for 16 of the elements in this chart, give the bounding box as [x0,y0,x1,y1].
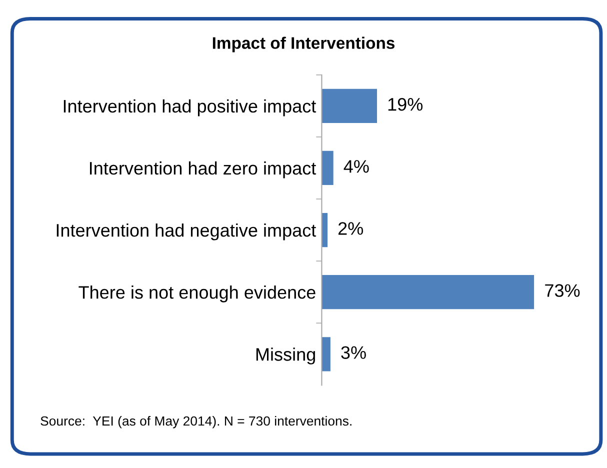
y-tick-label: Intervention had zero impact [90,161,316,178]
source-note: Source: YEI (as of May 2014). N = 730 interventions. [40,416,352,428]
y-tick-label: Intervention had negative impact [56,223,316,240]
data-label: 3% [341,346,366,359]
y-tick-label: Intervention had positive impact [64,99,316,116]
bar [322,88,378,123]
data-label: 19% [388,98,423,111]
chart-title: Impact of Interventions [212,36,395,52]
bar [322,337,330,372]
bar [322,150,334,186]
y-tick-label: There is not enough evidence [78,286,316,302]
bar [322,275,534,310]
data-label: 73% [545,284,580,297]
y-tick-label: Missing [256,348,315,364]
data-label: 4% [344,160,369,173]
data-label: 2% [338,222,364,235]
